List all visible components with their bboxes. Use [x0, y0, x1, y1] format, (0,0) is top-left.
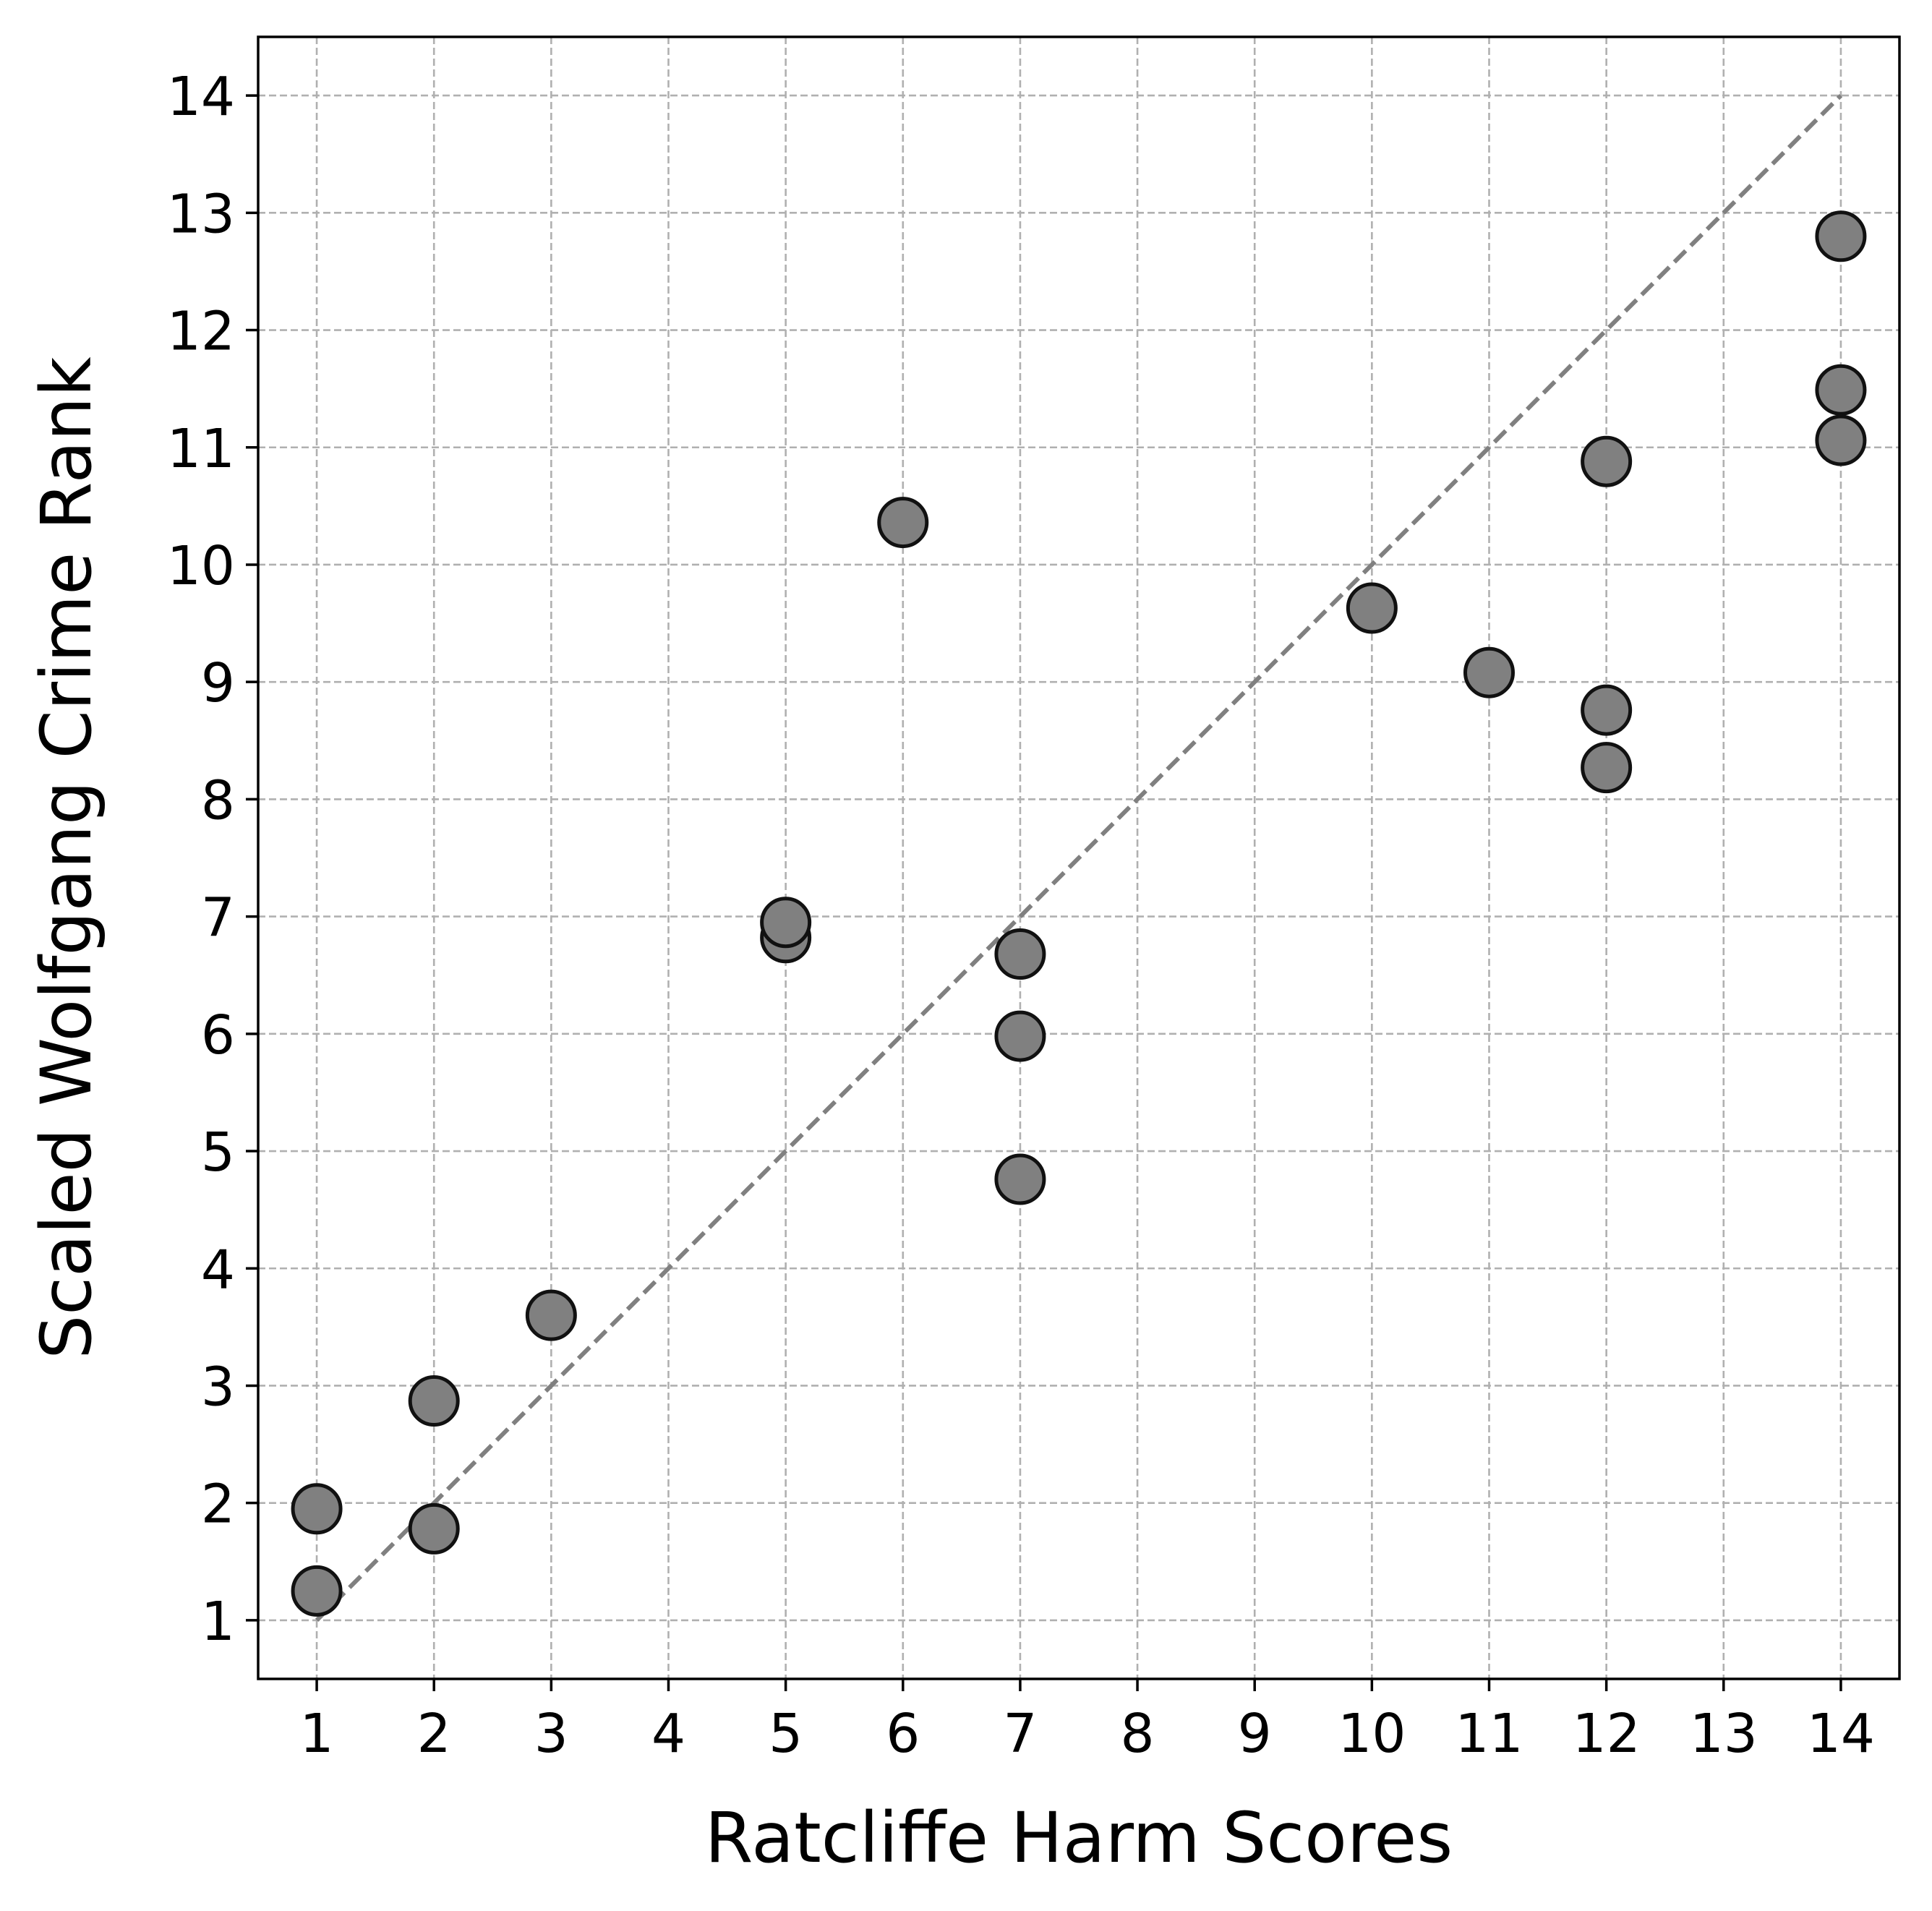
y-tick-label-2: 2 — [201, 1474, 235, 1536]
x-tick-label-12: 12 — [1573, 1703, 1641, 1765]
y-tick-label-14: 14 — [167, 66, 235, 128]
x-axis-label: Ratcliffe Harm Scores — [705, 1797, 1453, 1878]
y-tick-label-11: 11 — [167, 418, 235, 480]
x-tick-label-7: 7 — [1003, 1703, 1037, 1765]
y-axis-label: Scaled Wolfgang Crime Rank — [26, 356, 107, 1359]
y-tick-label-7: 7 — [201, 887, 235, 949]
data-point-16 — [1581, 742, 1633, 794]
x-tick-label-1: 1 — [300, 1703, 334, 1765]
data-point-10 — [994, 1010, 1046, 1062]
data-point-3 — [408, 1375, 460, 1427]
data-point-12 — [1346, 582, 1398, 634]
y-tick-label-8: 8 — [201, 769, 235, 831]
plot-frame — [257, 35, 1901, 1680]
x-tick-label-11: 11 — [1455, 1703, 1523, 1765]
data-point-8 — [877, 497, 929, 549]
data-point-15 — [1581, 684, 1633, 736]
x-tick-label-2: 2 — [417, 1703, 451, 1765]
y-tick-label-12: 12 — [167, 301, 235, 363]
grid-lines — [258, 37, 1899, 1679]
reference-line — [315, 93, 1843, 1623]
y-tick-label-3: 3 — [201, 1356, 235, 1418]
data-point-9 — [994, 928, 1046, 980]
y-tick-label-5: 5 — [201, 1121, 235, 1184]
y-tick-label-4: 4 — [201, 1239, 235, 1301]
data-point-5 — [525, 1289, 577, 1341]
y-tick-label-10: 10 — [167, 535, 235, 597]
x-tick-label-8: 8 — [1121, 1703, 1155, 1765]
x-tick-label-9: 9 — [1238, 1703, 1272, 1765]
x-tick-label-6: 6 — [886, 1703, 920, 1765]
x-tick-label-3: 3 — [534, 1703, 568, 1765]
data-point-14 — [1581, 435, 1633, 487]
x-tick-label-4: 4 — [651, 1703, 685, 1765]
data-point-7 — [760, 897, 812, 949]
data-point-11 — [994, 1153, 1046, 1205]
data-point-4 — [408, 1502, 460, 1555]
x-tick-label-14: 14 — [1807, 1703, 1875, 1765]
data-point-1 — [291, 1483, 343, 1535]
data-point-2 — [291, 1565, 343, 1617]
x-tick-label-13: 13 — [1690, 1703, 1758, 1765]
y-tick-label-1: 1 — [201, 1591, 235, 1653]
y-tick-label-6: 6 — [201, 1004, 235, 1066]
x-tick-label-10: 10 — [1338, 1703, 1406, 1765]
data-point-13 — [1463, 646, 1515, 698]
x-tick-label-5: 5 — [769, 1703, 803, 1765]
data-point-19 — [1815, 414, 1867, 466]
data-point-17 — [1815, 210, 1867, 262]
reference-line-group — [315, 93, 1843, 1623]
data-points — [291, 210, 1867, 1617]
x-axis-ticks: 1 2 3 4 5 6 7 8 9 10 11 12 13 14 — [300, 1679, 1875, 1765]
data-point-18 — [1815, 364, 1867, 416]
y-tick-label-9: 9 — [201, 652, 235, 714]
y-tick-label-13: 13 — [167, 183, 235, 245]
